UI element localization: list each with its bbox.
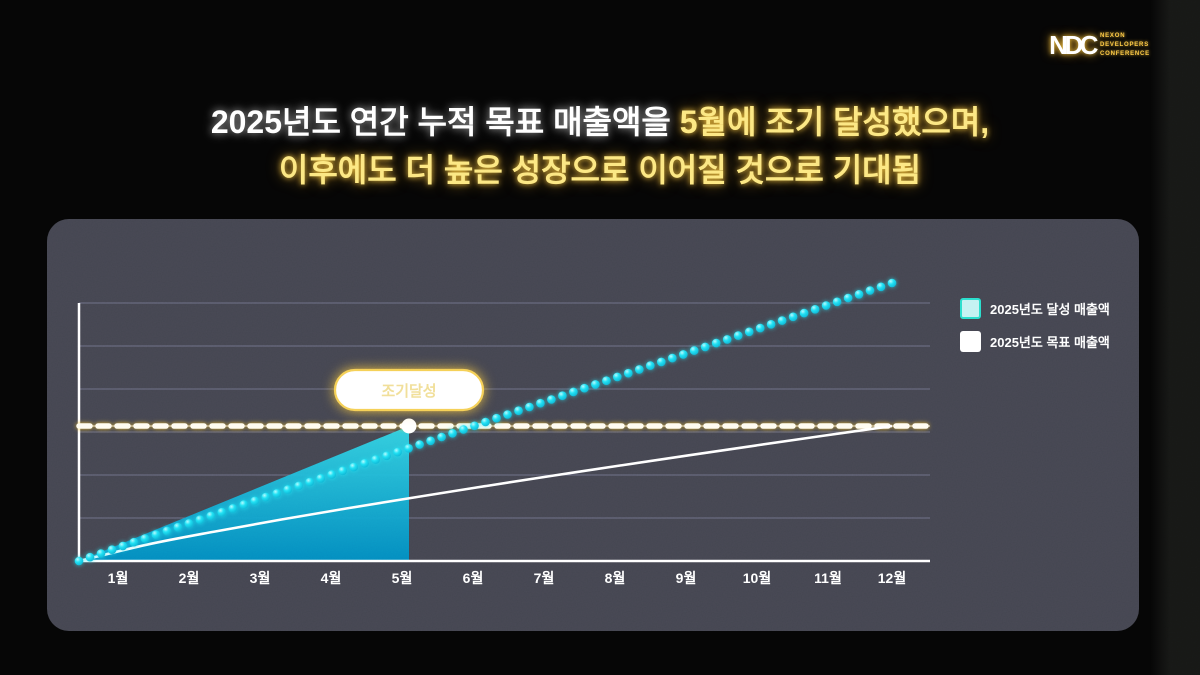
svg-text:조기달성: 조기달성 [381,382,436,400]
svg-text:12월: 12월 [878,570,906,586]
svg-text:5월: 5월 [392,570,413,586]
svg-text:10월: 10월 [743,570,771,586]
svg-text:3월: 3월 [250,570,271,586]
svg-text:1월: 1월 [108,570,129,586]
svg-text:11월: 11월 [814,570,842,586]
svg-text:4월: 4월 [321,570,342,586]
svg-text:7월: 7월 [534,570,555,586]
svg-text:2월: 2월 [179,570,200,586]
svg-text:8월: 8월 [605,570,626,586]
svg-text:9월: 9월 [676,570,697,586]
svg-text:6월: 6월 [463,570,484,586]
